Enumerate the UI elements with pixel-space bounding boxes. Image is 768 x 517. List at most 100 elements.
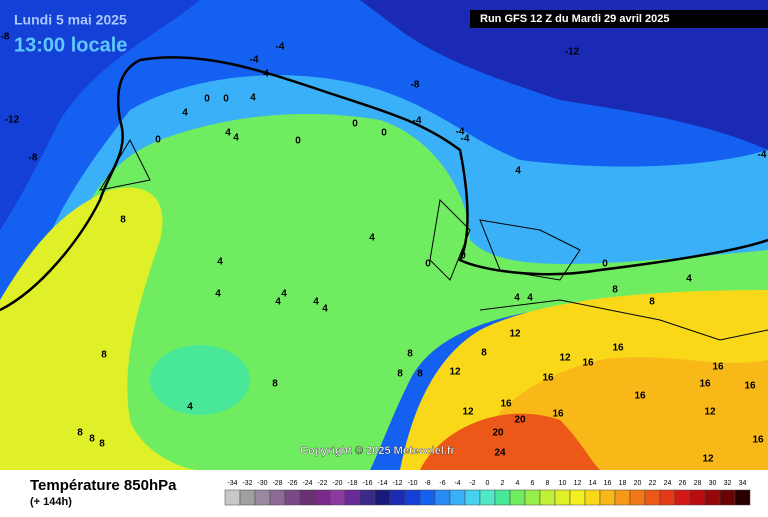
contour-label: -4 — [456, 127, 465, 138]
color-swatch — [614, 489, 631, 506]
contour-label: 4 — [686, 274, 692, 285]
contour-label: 8 — [101, 350, 107, 361]
contour-label: 12 — [462, 407, 474, 418]
contour-label: 16 — [634, 391, 646, 402]
contour-label: -4 — [250, 55, 259, 66]
color-swatch — [284, 489, 301, 506]
scale-label: 2 — [501, 480, 505, 487]
contour-label: 8 — [272, 379, 278, 390]
scale-label: 28 — [694, 480, 702, 487]
scale-label: 26 — [679, 480, 687, 487]
color-swatch — [374, 489, 391, 506]
contour-label: 16 — [582, 358, 594, 369]
color-swatch — [734, 489, 751, 506]
color-swatch — [704, 489, 721, 506]
forecast-date: Lundi 5 mai 2025 — [14, 12, 127, 28]
color-swatch — [539, 489, 556, 506]
scale-label: -14 — [377, 480, 387, 487]
scale-label: -34 — [227, 480, 237, 487]
contour-label: -8 — [1, 32, 10, 43]
color-swatch — [314, 489, 331, 506]
color-swatch — [479, 489, 496, 506]
contour-label: 8 — [417, 369, 423, 380]
contour-label: 0 — [381, 128, 387, 139]
color-scale: -34 -32 -30 -28 -26 -24 -22 -20 -18 -16 -14 -12 -10-… — [224, 480, 751, 506]
contour-label: 8 — [77, 428, 83, 439]
contour-label: 16 — [500, 399, 512, 410]
contour-label: 4 — [187, 402, 193, 413]
scale-label: -10 — [407, 480, 417, 487]
contour-label: 4 — [250, 93, 256, 104]
contour-label: 16 — [712, 362, 724, 373]
coastline — [98, 138, 768, 341]
color-swatch — [434, 489, 451, 506]
color-swatch — [554, 489, 571, 506]
contour-label: -4 — [413, 116, 422, 127]
contour-label: -8 — [411, 80, 420, 91]
contour-label: 12 — [559, 353, 571, 364]
scale-label: -2 — [469, 480, 475, 487]
contour-label: 4 — [217, 257, 223, 268]
color-swatch — [254, 489, 271, 506]
contour-label: 24 — [494, 448, 506, 459]
zero-isotherm — [0, 56, 768, 312]
contour-label: 8 — [649, 297, 655, 308]
contour-label: 0 — [204, 94, 210, 105]
contour-label: 0 — [155, 135, 161, 146]
scale-label: -20 — [332, 480, 342, 487]
scale-label: -26 — [287, 480, 297, 487]
color-swatch — [674, 489, 691, 506]
scale-label: 14 — [589, 480, 597, 487]
scale-label: 6 — [531, 480, 535, 487]
color-swatch — [224, 489, 241, 506]
scale-label: -24 — [302, 480, 312, 487]
contour-label: 8 — [99, 439, 105, 450]
contour-label: 8 — [89, 434, 95, 445]
cool-pocket — [150, 345, 250, 415]
contour-label: 4 — [225, 128, 231, 139]
scale-label: -32 — [242, 480, 252, 487]
contour-label: 20 — [492, 428, 504, 439]
contour-label: 0 — [223, 94, 229, 105]
contour-label: 20 — [514, 415, 526, 426]
scale-label: 30 — [709, 480, 717, 487]
color-swatch — [689, 489, 706, 506]
contour-label: 4 — [369, 233, 375, 244]
copyright: Copyright © 2025 Meteociel.fr — [300, 445, 456, 457]
color-swatch — [344, 489, 361, 506]
contour-label: 4 — [263, 69, 269, 80]
scale-label: 32 — [724, 480, 732, 487]
color-swatch — [449, 489, 466, 506]
color-swatch — [509, 489, 526, 506]
contour-label: 8 — [397, 369, 403, 380]
contour-label: 0 — [460, 251, 466, 262]
color-swatch — [299, 489, 316, 506]
contour-label: 4 — [322, 304, 328, 315]
contour-label: 0 — [352, 119, 358, 130]
scale-label: -30 — [257, 480, 267, 487]
color-swatch — [629, 489, 646, 506]
color-swatch — [644, 489, 661, 506]
scale-label: -8 — [424, 480, 430, 487]
scale-label: -6 — [439, 480, 445, 487]
cold-area-west — [0, 0, 200, 230]
color-swatch — [659, 489, 676, 506]
map — [0, 0, 768, 471]
scale-label: -12 — [392, 480, 402, 487]
color-swatch — [404, 489, 421, 506]
contour-label: 12 — [509, 329, 521, 340]
contour-label: 16 — [612, 343, 624, 354]
contour-label: 0 — [295, 136, 301, 147]
scale-label: -4 — [454, 480, 460, 487]
contour-label: -12 — [565, 47, 580, 58]
contour-label: 4 — [233, 133, 239, 144]
scale-label: -22 — [317, 480, 327, 487]
hotter-area — [420, 413, 600, 470]
color-swatch — [494, 489, 511, 506]
contour-label: 4 — [515, 166, 521, 177]
contour-label: 8 — [120, 215, 126, 226]
run-info: Run GFS 12 Z du Mardi 29 avril 2025 — [480, 13, 670, 25]
scale-label: 22 — [649, 480, 657, 487]
